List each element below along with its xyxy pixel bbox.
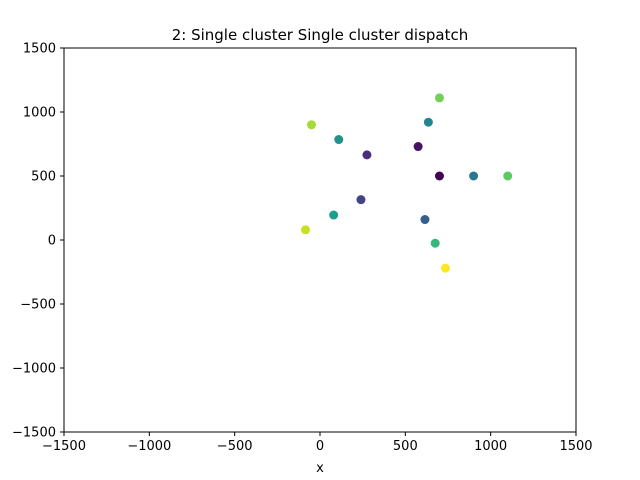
- scatter-point: [413, 142, 423, 152]
- y-tick-label: −1000: [12, 362, 56, 377]
- scatter-point: [503, 171, 513, 181]
- x-tick-label: 1500: [559, 439, 592, 454]
- x-tick-label: −1500: [42, 439, 86, 454]
- scatter-point: [430, 238, 440, 248]
- x-tick-label: 0: [316, 439, 324, 454]
- x-tick-label: −500: [217, 439, 253, 454]
- scatter-point: [469, 171, 479, 181]
- chart-title: 2: Single cluster Single cluster dispatc…: [172, 26, 469, 44]
- y-tick-label: 1000: [23, 106, 56, 121]
- scatter-point: [440, 263, 450, 273]
- y-tick-label: −500: [20, 298, 56, 313]
- x-axis-label: x: [316, 461, 324, 476]
- x-tick-label: 500: [393, 439, 418, 454]
- scatter-point: [329, 210, 339, 220]
- data-points: [300, 93, 513, 273]
- scatter-point: [423, 117, 433, 127]
- scatter-point: [300, 225, 310, 235]
- scatter-point: [434, 93, 444, 103]
- scatter-point: [434, 171, 444, 181]
- x-tick-label: −1000: [127, 439, 171, 454]
- scatter-point: [420, 215, 430, 225]
- scatter-point: [334, 135, 344, 145]
- y-tick-label: −1500: [12, 426, 56, 441]
- y-tick-label: 1500: [23, 42, 56, 57]
- scatter-point: [306, 120, 316, 130]
- scatter-point: [356, 195, 366, 205]
- scatter-point: [362, 150, 372, 160]
- y-tick-label: 500: [31, 170, 56, 185]
- x-tick-label: 1000: [474, 439, 507, 454]
- y-axis-ticks: −1500 −1000 −500 0 500 1000 1500: [12, 42, 64, 441]
- x-axis-ticks: −1500 −1000 −500 0 500 1000 1500: [42, 432, 593, 454]
- y-tick-label: 0: [48, 234, 56, 249]
